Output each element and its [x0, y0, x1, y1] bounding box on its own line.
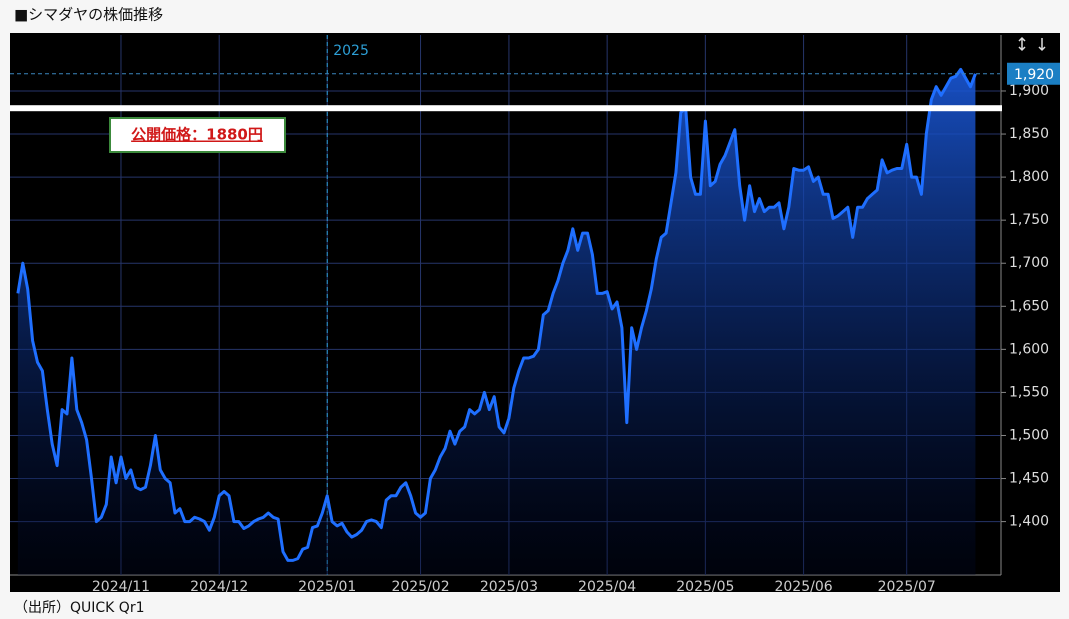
- y-tick-label: 1,850: [1009, 126, 1049, 142]
- x-tick-label: 2024/11: [92, 579, 150, 595]
- y-tick-label: 1,400: [1009, 514, 1049, 530]
- x-tick-label: 2025/05: [676, 579, 734, 595]
- y-tick-label: 1,650: [1009, 298, 1049, 314]
- x-tick-label: 2025/03: [480, 579, 538, 595]
- toolbar-icons[interactable]: [1018, 36, 1046, 52]
- page-title: ■シマダヤの株価推移: [14, 6, 163, 24]
- plot: 2024/11 2024/12 2025/01 2025/02 2025/03 2025/…: [10, 35, 1060, 595]
- last-value-label: 1,920: [1014, 67, 1054, 83]
- y-tick-label: 1,500: [1009, 427, 1049, 443]
- y-tick-label: 1,600: [1009, 341, 1049, 357]
- reference-line: [10, 105, 1002, 112]
- price-line: [16, 67, 977, 562]
- x-tick-label: 2025/07: [878, 579, 936, 595]
- year-marker-label: 2025: [333, 43, 369, 59]
- x-tick-label: 2025/01: [298, 579, 356, 595]
- y-tick-label: 1,700: [1009, 255, 1049, 271]
- y-tick-label: 1,550: [1009, 384, 1049, 400]
- annotation-box: [109, 117, 286, 153]
- y-tick-label: 1,450: [1009, 471, 1049, 487]
- x-tick-label: 2025/06: [774, 579, 832, 595]
- x-tick-label: 2024/12: [190, 579, 248, 595]
- annotation-text: 公開価格：1880円: [131, 126, 263, 144]
- last-value-tag: [1007, 62, 1060, 85]
- y-tick-label: 1,800: [1009, 169, 1049, 185]
- y-tick-label: 1,750: [1009, 212, 1049, 228]
- y-tick-label: 1,900: [1009, 83, 1049, 99]
- x-tick-label: 2025/04: [578, 579, 636, 595]
- price-area: [17, 69, 976, 576]
- x-tick-label: 2025/02: [391, 579, 449, 595]
- source-note: （出所）QUICK Qr1: [14, 600, 144, 616]
